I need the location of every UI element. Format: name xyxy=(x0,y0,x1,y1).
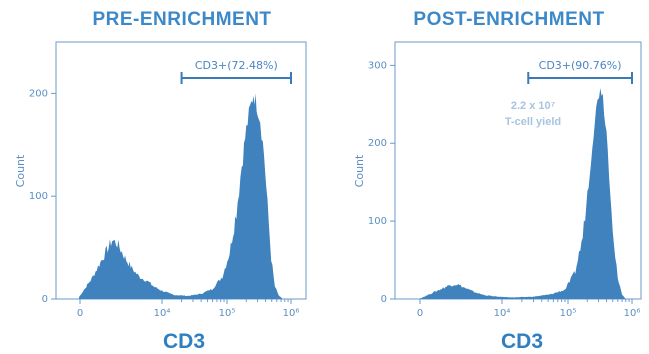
y-tick-label: 0 xyxy=(381,294,387,305)
axis-ticks: 0 100 200 0 10⁴ 10⁵ 10⁶ xyxy=(29,88,299,319)
panel-title: PRE-ENRICHMENT xyxy=(92,9,271,30)
axis-ticks: 0 100 200 300 0 10⁴ 10⁵ 10⁶ xyxy=(368,60,640,319)
x-tick-label: 10⁵ xyxy=(219,308,236,319)
x-tick-label: 10⁴ xyxy=(494,308,511,319)
gate-bar xyxy=(527,72,633,84)
y-axis-label: Count xyxy=(14,154,27,187)
y-tick-label: 100 xyxy=(29,191,48,202)
x-tick-label: 10⁶ xyxy=(624,308,641,319)
gate-label: CD3+(90.76%) xyxy=(539,59,622,72)
panel-title: POST-ENRICHMENT xyxy=(413,9,604,30)
histogram-area xyxy=(79,93,283,299)
y-tick-label: 300 xyxy=(368,60,387,71)
annotation-yield-label: T-cell yield xyxy=(505,116,561,128)
panel-pre-enrichment: PRE-ENRICHMENT 0 100 200 0 10⁴ 10⁵ 10⁶ CD3+(72… xyxy=(14,9,307,353)
y-tick-label: 100 xyxy=(368,216,387,227)
x-tick-label: 10⁵ xyxy=(560,308,577,319)
gate-bar xyxy=(180,72,292,84)
histogram-area xyxy=(419,88,626,299)
x-tick-label: 0 xyxy=(77,308,83,319)
panel-post-enrichment: POST-ENRICHMENT 0 100 200 300 0 10⁴ 10⁵ 10⁶ CD3… xyxy=(353,9,642,353)
y-tick-label: 0 xyxy=(42,294,48,305)
x-tick-label: 10⁶ xyxy=(283,308,300,319)
gate-label: CD3+(72.48%) xyxy=(195,59,278,72)
y-tick-label: 200 xyxy=(368,138,387,149)
annotation-yield-value: 2.2 x 10⁷ xyxy=(511,100,556,112)
y-axis-label: Count xyxy=(353,154,366,187)
x-axis-label: CD3 xyxy=(163,330,205,353)
x-tick-label: 10⁴ xyxy=(154,308,171,319)
y-tick-label: 200 xyxy=(29,88,48,99)
x-tick-label: 0 xyxy=(417,308,423,319)
x-axis-label: CD3 xyxy=(501,330,543,353)
